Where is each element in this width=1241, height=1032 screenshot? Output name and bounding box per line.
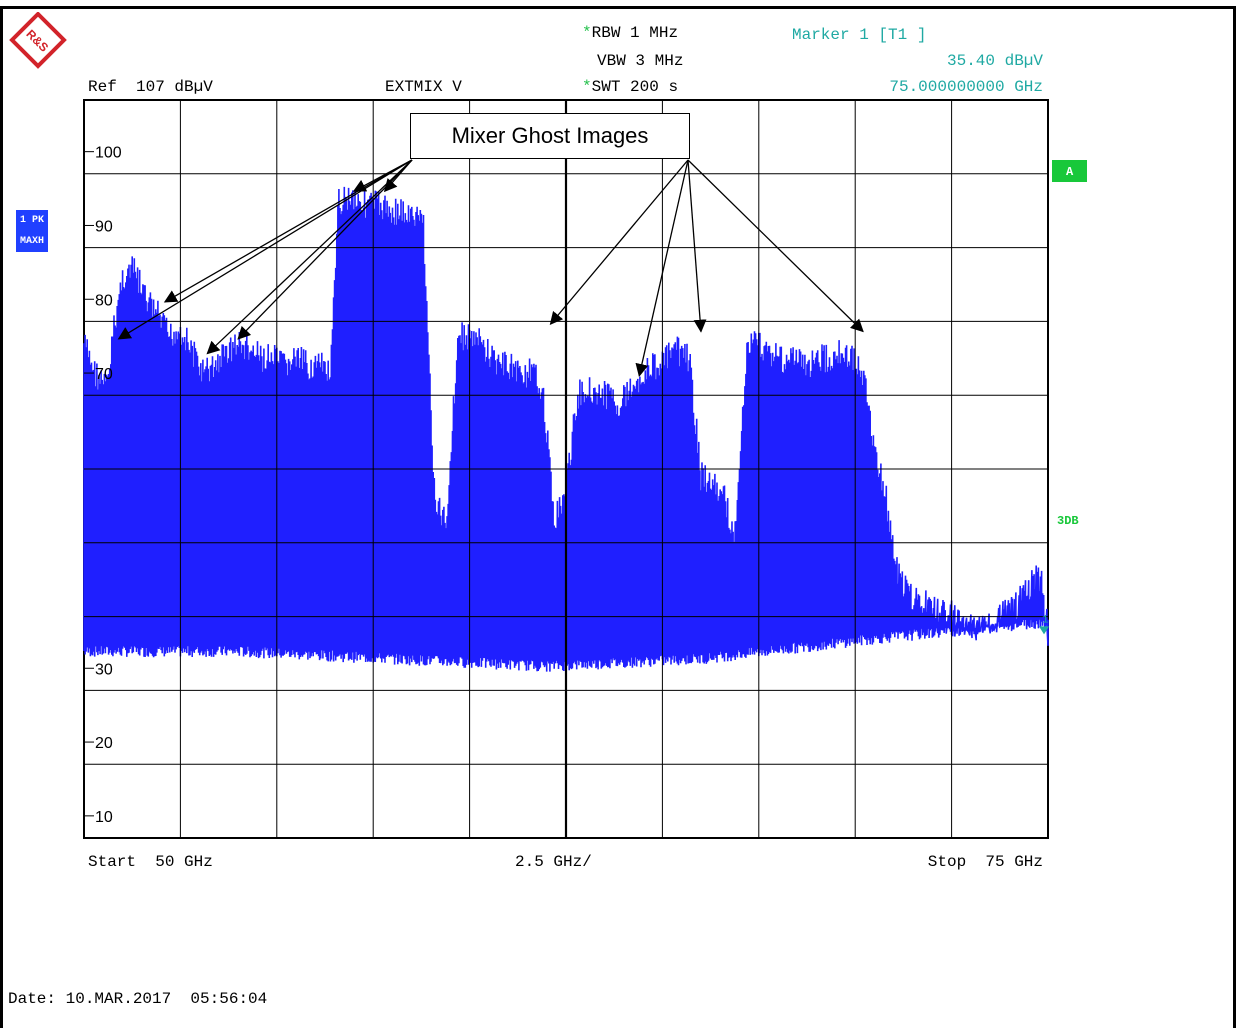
vbw-value: 3 MHz [635, 52, 684, 70]
annotation-arrow [687, 159, 864, 333]
annotation-arrow [687, 159, 707, 333]
rbw-label: RBW [591, 24, 621, 42]
annotation-arrow [206, 159, 413, 355]
marker-1-triangle [1039, 626, 1049, 635]
y-tick-label: 20 [95, 735, 113, 752]
a-tag-box [1052, 160, 1087, 182]
y-tick-label: 10 [95, 809, 113, 826]
rbw-value: 1 MHz [630, 24, 679, 42]
marker-level: 35.40 dBµV [946, 52, 1043, 70]
ref-value: 107 dBµV [136, 78, 213, 96]
rbw-line: *RBW 1 MHz [582, 24, 678, 42]
swt-line: *SWT 200 s [582, 78, 678, 96]
y-tick-label: 30 [95, 661, 113, 678]
marker-title: Marker 1 [T1 ] [792, 26, 927, 44]
y-tick-label: 100 [95, 145, 122, 162]
start-freq: Start 50 GHz [88, 853, 213, 871]
marker-freq: 75.000000000 GHz [889, 78, 1043, 96]
vbw-line: VBW 3 MHz [597, 52, 683, 70]
swt-label: SWT [591, 78, 621, 96]
span-per-div: 2.5 GHz/ [515, 853, 592, 871]
stop-freq: Stop 75 GHz [927, 853, 1043, 871]
trace-mode-badge: MAXH [16, 232, 48, 252]
y-tick-label: 80 [95, 292, 113, 309]
ref-line: Ref 107 dBµV [88, 78, 213, 96]
annotation-arrow [549, 159, 689, 326]
rbw-star: * [582, 24, 592, 42]
a-tag: A [1066, 165, 1074, 179]
annotation-text: Mixer Ghost Images [451, 123, 649, 148]
swt-value: 200 s [630, 78, 679, 96]
vbw-label: VBW [597, 52, 626, 70]
rs-logo: R&S [9, 12, 67, 69]
annotation-arrow [635, 159, 689, 377]
annotation-arrow [352, 159, 413, 192]
annotation-box: Mixer Ghost Images [410, 113, 690, 159]
ref-label: Ref [88, 78, 117, 96]
trace-label-badge: 1 PK [16, 210, 48, 232]
mixer-mode: EXTMIX V [385, 78, 462, 96]
date-stamp: Date: 10.MAR.2017 05:56:04 [8, 990, 268, 1008]
y-tick-label: 70 [95, 366, 113, 383]
annotation-arrow [163, 159, 413, 303]
marker-1-label: 1 [1042, 614, 1049, 626]
annotation-arrow [383, 159, 413, 193]
screen-frame [0, 6, 1236, 1028]
annotation-arrow [237, 159, 413, 340]
db-tag: 3DB [1057, 514, 1079, 528]
swt-star: * [582, 78, 592, 96]
y-tick-label: 90 [95, 218, 113, 235]
